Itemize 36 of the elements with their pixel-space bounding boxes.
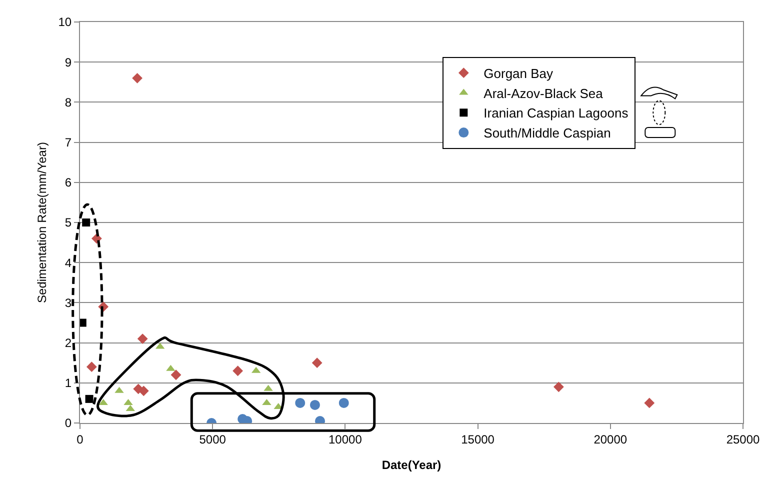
y-axis-title: Sedimentation Rate(mm/Year) [35, 142, 49, 303]
point [232, 366, 243, 376]
x-axis-title: Date(Year) [382, 458, 442, 472]
y-tick-label: 8 [64, 95, 72, 110]
x-tick-label: 20000 [594, 432, 628, 446]
y-tick-label: 2 [64, 336, 72, 350]
point [85, 394, 94, 403]
point [295, 398, 306, 408]
point [132, 72, 142, 84]
point [310, 400, 320, 410]
y-tick-label: 0 [64, 416, 72, 430]
y-tick-label: 1 [64, 376, 72, 390]
point [338, 398, 349, 408]
point [82, 218, 90, 226]
legend-label: Aral-Azov-Black Sea [484, 86, 604, 101]
y-tick-label: 9 [64, 55, 72, 70]
y-tick-label: 3 [64, 296, 72, 310]
legend-label: Gorgan Bay [484, 66, 554, 81]
x-tick-label: 10000 [328, 432, 362, 446]
x-tick-label: 0 [76, 432, 84, 446]
y-tick-label: 4 [64, 256, 72, 270]
y-tick-label: 5 [64, 216, 72, 230]
x-tick-label: 15000 [461, 432, 495, 446]
y-tick-label: 6 [64, 176, 72, 190]
point [137, 334, 148, 344]
point [312, 358, 322, 368]
point [86, 362, 97, 372]
legend-label: South/Middle Caspian [484, 126, 611, 141]
y-tick-label: 7 [64, 136, 72, 150]
y-tick-label: 10 [58, 15, 72, 30]
legend-label: Iranian Caspian Lagoons [484, 106, 629, 121]
x-tick-label: 5000 [199, 432, 226, 446]
point [170, 370, 182, 380]
x-tick-label: 25000 [726, 432, 760, 446]
point [553, 382, 564, 392]
point [644, 398, 655, 408]
